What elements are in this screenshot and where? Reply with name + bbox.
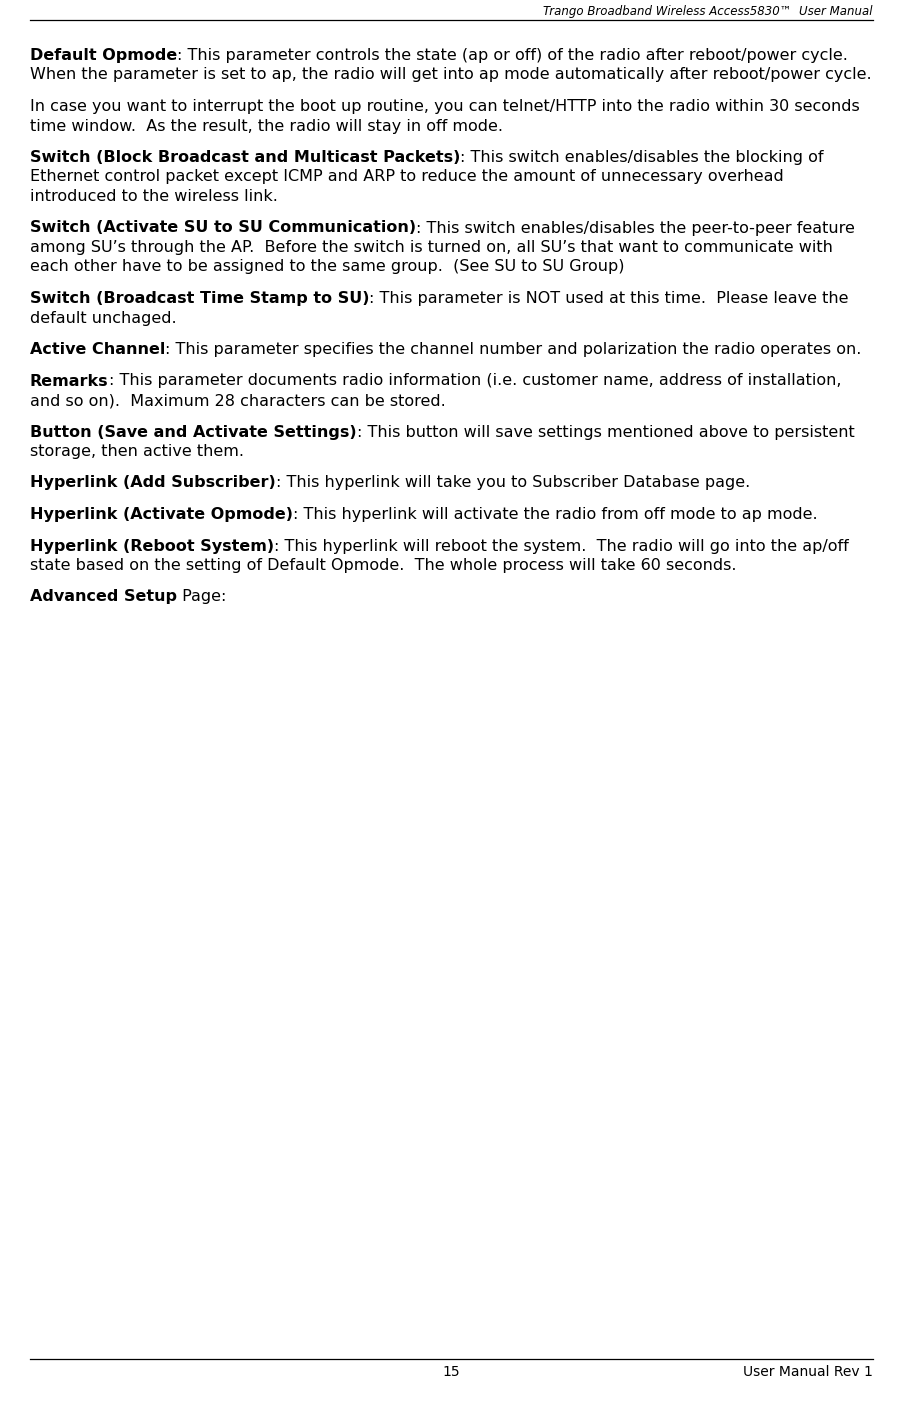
- Text: Switch (Block Broadcast and Multicast Packets): Switch (Block Broadcast and Multicast Pa…: [30, 151, 460, 165]
- Text: Default Opmode: Default Opmode: [30, 48, 177, 63]
- Text: Advanced Setup: Advanced Setup: [30, 590, 177, 605]
- Text: Button (Save and Activate Settings): Button (Save and Activate Settings): [30, 425, 356, 439]
- Text: Hyperlink (Reboot System): Hyperlink (Reboot System): [30, 539, 274, 553]
- Text: state based on the setting of Default Opmode.  The whole process will take 60 se: state based on the setting of Default Op…: [30, 559, 736, 573]
- Text: : This parameter specifies the channel number and polarization the radio operate: : This parameter specifies the channel n…: [165, 342, 861, 357]
- Text: : This switch enables/disables the blocking of: : This switch enables/disables the block…: [460, 151, 823, 165]
- Text: : This parameter documents radio information (i.e. customer name, address of ins: : This parameter documents radio informa…: [108, 373, 840, 388]
- Text: Active Channel: Active Channel: [30, 342, 165, 357]
- Text: Switch (Broadcast Time Stamp to SU): Switch (Broadcast Time Stamp to SU): [30, 291, 369, 305]
- Text: Remarks: Remarks: [30, 373, 108, 388]
- Text: and so on).  Maximum 28 characters can be stored.: and so on). Maximum 28 characters can be…: [30, 393, 446, 408]
- Text: : This parameter controls the state (ap or off) of the radio after reboot/power : : This parameter controls the state (ap …: [177, 48, 852, 63]
- Text: among SU’s through the AP.  Before the switch is turned on, all SU’s that want t: among SU’s through the AP. Before the sw…: [30, 241, 832, 255]
- Text: : This hyperlink will activate the radio from off mode to ap mode.: : This hyperlink will activate the radio…: [292, 507, 816, 522]
- Text: Page:: Page:: [177, 590, 226, 605]
- Text: : This parameter is NOT used at this time.  Please leave the: : This parameter is NOT used at this tim…: [369, 291, 848, 305]
- Text: : This switch enables/disables the peer-to-peer feature: : This switch enables/disables the peer-…: [416, 221, 854, 235]
- Text: Trango Broadband Wireless Access5830™  User Manual: Trango Broadband Wireless Access5830™ Us…: [543, 6, 872, 18]
- Text: : This hyperlink will reboot the system.  The radio will go into the ap/off: : This hyperlink will reboot the system.…: [274, 539, 848, 553]
- Text: 15: 15: [442, 1365, 460, 1379]
- Text: Ethernet control packet except ICMP and ARP to reduce the amount of unnecessary : Ethernet control packet except ICMP and …: [30, 169, 783, 184]
- Text: : This button will save settings mentioned above to persistent: : This button will save settings mention…: [356, 425, 853, 439]
- Text: : This hyperlink will take you to Subscriber Database page.: : This hyperlink will take you to Subscr…: [275, 476, 750, 491]
- Text: each other have to be assigned to the same group.  (See SU to SU Group): each other have to be assigned to the sa…: [30, 259, 624, 274]
- Text: Hyperlink (Activate Opmode): Hyperlink (Activate Opmode): [30, 507, 292, 522]
- Text: Hyperlink (Add Subscriber): Hyperlink (Add Subscriber): [30, 476, 275, 491]
- Text: introduced to the wireless link.: introduced to the wireless link.: [30, 189, 278, 204]
- Text: When the parameter is set to ap, the radio will get into ap mode automatically a: When the parameter is set to ap, the rad…: [30, 68, 870, 83]
- Text: Switch (Activate SU to SU Communication): Switch (Activate SU to SU Communication): [30, 221, 416, 235]
- Text: time window.  As the result, the radio will stay in off mode.: time window. As the result, the radio wi…: [30, 118, 502, 134]
- Text: default unchaged.: default unchaged.: [30, 311, 177, 325]
- Text: storage, then active them.: storage, then active them.: [30, 445, 244, 459]
- Text: User Manual Rev 1: User Manual Rev 1: [742, 1365, 872, 1379]
- Text: In case you want to interrupt the boot up routine, you can telnet/HTTP into the : In case you want to interrupt the boot u…: [30, 98, 859, 114]
